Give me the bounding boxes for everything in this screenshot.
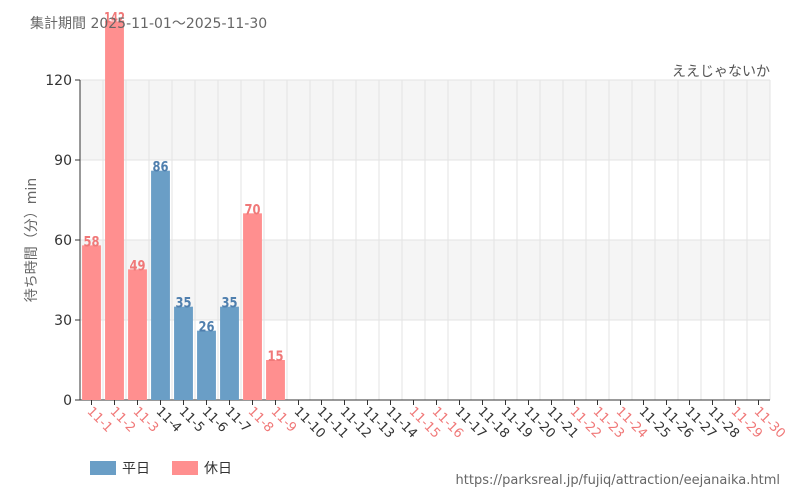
bar xyxy=(128,269,147,400)
bar xyxy=(197,330,216,400)
legend: 平日 休日 xyxy=(90,458,254,478)
bar-value-label: 35 xyxy=(222,296,238,312)
y-tick-label: 90 xyxy=(54,153,72,169)
bar xyxy=(220,306,239,400)
bar-value-label: 86 xyxy=(153,160,169,176)
bar-value-label: 26 xyxy=(199,320,215,336)
bar xyxy=(105,21,124,400)
y-axis-label: 待ち時間（分）min xyxy=(24,178,40,302)
legend-holiday-label: 休日 xyxy=(204,461,232,477)
attraction-name: ええじゃないか xyxy=(672,64,770,80)
legend-holiday-swatch xyxy=(172,461,198,475)
y-tick-label: 60 xyxy=(54,233,72,249)
legend-holiday: 休日 xyxy=(172,458,232,478)
legend-weekday-swatch xyxy=(90,461,116,475)
legend-weekday: 平日 xyxy=(90,458,150,478)
period-range: 2025-11-01～2025-11-30 xyxy=(90,16,268,32)
bar-value-label: 35 xyxy=(176,296,192,312)
legend-weekday-label: 平日 xyxy=(122,461,150,477)
bar-value-label: 58 xyxy=(84,234,100,250)
bar xyxy=(82,245,101,400)
bar-value-label: 142 xyxy=(104,10,125,26)
bar xyxy=(151,170,170,400)
source-url[interactable]: https://parksreal.jp/fujiq/attraction/ee… xyxy=(455,473,780,488)
bar xyxy=(174,306,193,400)
bar-value-label: 49 xyxy=(130,258,146,274)
period-header: 集計期間 2025-11-01～2025-11-30 xyxy=(30,13,267,33)
x-tick-label: 11-1 xyxy=(84,404,115,435)
bar-value-label: 70 xyxy=(245,202,261,218)
period-label: 集計期間 xyxy=(30,16,86,32)
bar xyxy=(243,213,262,400)
y-tick-label: 0 xyxy=(63,393,72,409)
bar-value-label: 15 xyxy=(268,349,284,365)
bar xyxy=(266,360,285,400)
y-tick-label: 120 xyxy=(45,73,72,89)
y-tick-label: 30 xyxy=(54,313,72,329)
